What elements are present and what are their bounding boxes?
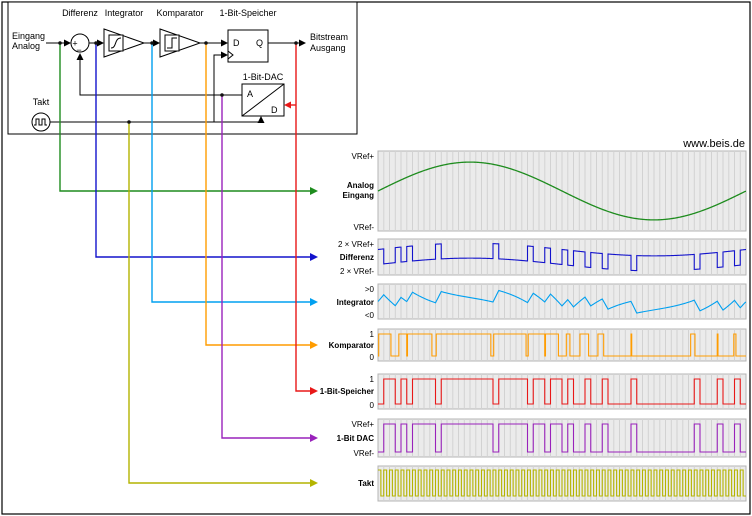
wire-komparator-tap [205,43,310,346]
junction-dot-analog [58,41,62,45]
label-komparator-top: 1 [370,330,375,339]
arrowhead-analog-row [310,187,318,195]
waveform-dac [378,423,746,453]
label-integrator-top: >0 [365,285,375,294]
input-label-line2: Analog [12,41,40,51]
integrator-curve-icon [110,37,122,49]
wire-dac-tap [221,95,310,439]
input-label-line1: Eingang [12,31,45,41]
waveform-takt [378,469,746,497]
clock-waveform-icon [34,118,47,126]
arrowhead-integrator-out [153,39,160,47]
junction-dot-speicher [294,41,298,45]
dac-diagonal [241,83,285,117]
flipflop-block [227,29,269,63]
wire-takt-tap [128,122,310,484]
label-komparator-bottom: 0 [370,353,375,362]
komparator-block-label: Komparator [156,8,203,18]
block-diagram: Eingang Analog Differenz Integrator Komp… [7,1,358,135]
junction-dot-komparator [204,41,208,45]
flipflop-q-label: Q [256,38,263,48]
label-dac-top: VRef+ [352,420,375,429]
label-takt-name: Takt [358,479,374,488]
arrowhead-input [64,39,71,47]
dac-block-label: 1-Bit-DAC [243,72,284,82]
label-analog-bottom: VRef- [354,223,375,232]
waveform-speicher [378,378,746,405]
arrowhead-komparator-row [310,341,318,349]
junction-dot-dac [220,93,224,97]
arrowhead-komparator-out [221,39,228,47]
label-integrator-bottom: <0 [365,311,375,320]
label-dac-name: 1-Bit DAC [337,434,375,443]
sum-minus-sign: − [76,45,81,55]
flipflop-clock-mark [227,50,234,60]
arrowhead-differenz [97,39,104,47]
differenz-block-label: Differenz [62,8,98,18]
takt-label: Takt [33,97,50,107]
watermark-text: www.beis.de [682,138,745,150]
output-label-line2: Ausgang [310,43,346,53]
arrowhead-speicher-dac [284,101,291,109]
clock-source [31,112,51,132]
label-speicher-top: 1 [370,375,375,384]
integrator-block-label: Integrator [105,8,144,18]
waveform-komparator [378,333,746,357]
grid-analog [383,151,741,231]
arrowhead-takt-flipflop [221,51,228,59]
waveform-integrator [377,289,746,314]
arrowhead-takt-row [310,479,318,487]
wire-feedback [79,60,242,96]
komparator-step-icon [167,37,177,49]
arrowhead-speicher-row [310,387,318,395]
flipflop-d-label: D [233,38,240,48]
arrowhead-integrator-row [310,298,318,306]
arrowhead-bitstream [299,39,306,47]
dac-d-label: D [271,105,278,115]
junction-dot-takt [127,120,131,124]
label-analog-top: VRef+ [352,152,375,161]
wire-speicher-tap [295,43,310,392]
arrowhead-feedback [76,53,84,60]
label-differenz-top: 2 × VRef+ [338,240,374,249]
wire-integrator-tap [151,43,310,303]
sum-plus-sign: + [72,39,77,49]
label-differenz-bottom: 2 × VRef- [340,267,374,276]
junction-dot-differenz [94,41,98,45]
label-differenz-name: Differenz [340,253,374,262]
label-dac-bottom: VRef- [354,449,375,458]
output-label-line1: Bitstream [310,32,348,42]
block-diagram-frame [7,1,358,135]
waveform-analog [377,161,746,221]
junction-dot-integrator [150,41,154,45]
label-komparator-name: Komparator [329,341,374,350]
arrowhead-dac-row [310,434,318,442]
dac-a-label: A [247,89,253,99]
wire-differenz-tap [95,43,310,258]
label-analog-name: Analog [347,181,374,190]
signal-wires [58,41,318,487]
speicher-block-label: 1-Bit-Speicher [219,8,276,18]
label-analog-name2: Eingang [342,191,374,200]
arrowhead-takt-dac [257,116,265,123]
label-speicher-bottom: 0 [370,401,375,410]
waveform-differenz [377,243,746,272]
label-speicher-name: 1-Bit-Speicher [320,387,374,396]
label-integrator-name: Integrator [337,298,374,307]
wire-analog-tap [59,43,310,192]
arrowhead-differenz-row [310,253,318,261]
